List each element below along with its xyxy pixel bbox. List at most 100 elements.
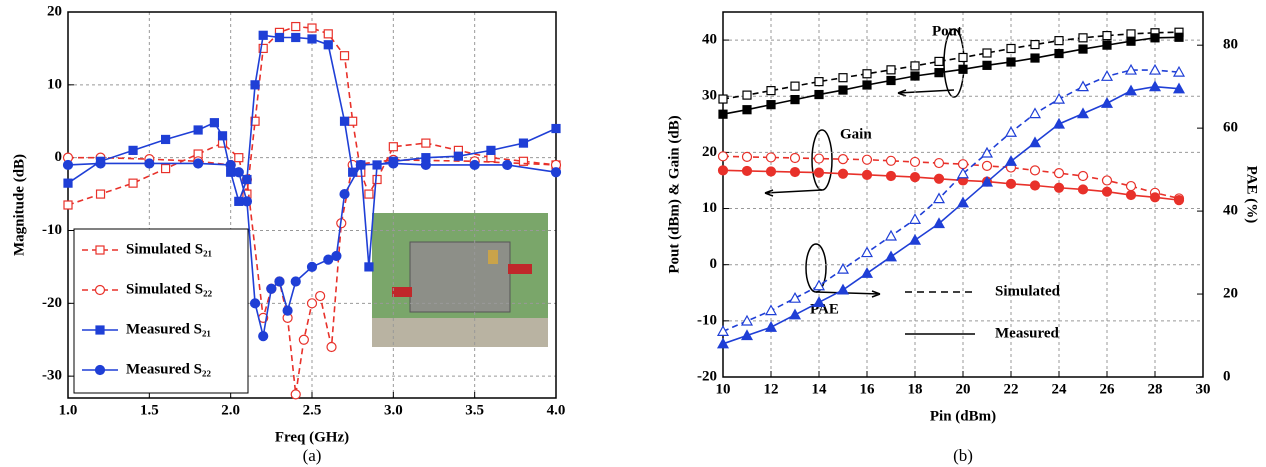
- x-tick-label: 1.0: [59, 402, 78, 418]
- y-tick-label: 10: [47, 76, 62, 92]
- y-axis-label: Pout (dBm) & Gain (dB): [666, 115, 682, 273]
- marker: [1149, 192, 1161, 203]
- marker: [1077, 184, 1089, 195]
- marker: [982, 48, 992, 58]
- marker: [1100, 70, 1114, 81]
- marker: [323, 40, 333, 50]
- x-tick-label: 16: [860, 381, 876, 397]
- y2-tick-label: 60: [1223, 120, 1238, 136]
- marker: [95, 158, 106, 169]
- legend-label: Measured S₂₁: [126, 321, 211, 337]
- marker: [63, 178, 73, 188]
- marker: [282, 305, 293, 316]
- series-line: [722, 69, 1180, 333]
- legend-label: Simulated: [995, 283, 1061, 299]
- marker: [372, 174, 382, 185]
- marker: [1030, 39, 1040, 50]
- marker: [291, 21, 301, 32]
- marker: [740, 329, 754, 341]
- marker: [1102, 40, 1112, 50]
- marker: [1101, 175, 1113, 186]
- marker: [910, 71, 920, 81]
- marker: [388, 142, 398, 152]
- x-axis-label: Freq (GHz): [275, 429, 349, 445]
- marker: [234, 196, 244, 206]
- x-tick-label: 4.0: [547, 402, 566, 418]
- marker: [741, 165, 753, 177]
- marker: [1028, 136, 1042, 148]
- marker: [63, 200, 73, 210]
- marker: [1124, 84, 1138, 96]
- marker: [958, 64, 968, 74]
- y-tick-label: -20: [697, 368, 717, 384]
- marker: [884, 250, 898, 262]
- marker: [838, 85, 848, 95]
- marker: [861, 154, 873, 165]
- annotation-shapes: [764, 28, 965, 298]
- marker: [982, 60, 992, 70]
- marker: [62, 159, 74, 171]
- marker: [551, 123, 561, 134]
- x-tick-label: 10: [716, 381, 731, 397]
- x-tick-label: 20: [956, 381, 971, 397]
- photo-connector: [392, 287, 412, 297]
- x-tick-label: 12: [764, 381, 779, 397]
- ellipse: [805, 243, 827, 293]
- marker: [1030, 53, 1040, 63]
- x-tick-label: 3.0: [384, 402, 403, 418]
- marker: [788, 308, 802, 320]
- marker: [217, 131, 228, 141]
- marker: [742, 105, 752, 115]
- marker: [837, 168, 849, 179]
- marker: [234, 153, 244, 163]
- marker: [128, 145, 138, 155]
- marker: [766, 100, 776, 110]
- marker: [790, 81, 800, 91]
- plot-frame: [722, 11, 1204, 378]
- marker: [933, 173, 945, 184]
- legend-label: Simulated S₂₁: [126, 241, 212, 257]
- marker: [306, 261, 318, 273]
- marker: [742, 90, 752, 100]
- x-tick-label: 1.5: [140, 402, 159, 418]
- marker: [258, 330, 269, 342]
- marker: [339, 51, 350, 61]
- marker: [717, 151, 729, 162]
- marker: [323, 254, 334, 265]
- y2-tick-label: 40: [1223, 203, 1238, 219]
- x-axis-label: Pin (dBm): [930, 408, 996, 424]
- y-tick-label: 0: [710, 256, 718, 272]
- marker: [274, 32, 285, 43]
- marker: [290, 389, 301, 400]
- marker: [885, 155, 897, 166]
- marker: [241, 196, 253, 207]
- marker: [741, 151, 753, 162]
- marker: [250, 116, 260, 126]
- marker: [1076, 80, 1090, 92]
- marker: [193, 158, 204, 169]
- marker: [718, 94, 728, 104]
- y-tick-label: 0: [55, 149, 63, 165]
- marker: [550, 167, 562, 178]
- marker: [716, 337, 730, 349]
- marker: [420, 159, 431, 171]
- marker: [1125, 180, 1137, 192]
- arrow: [764, 189, 823, 197]
- marker: [326, 341, 337, 353]
- marker: [981, 160, 993, 171]
- marker: [95, 189, 106, 199]
- marker: [909, 156, 921, 168]
- x-tick-label: 2.5: [303, 402, 322, 418]
- marker: [788, 291, 802, 303]
- arrow: [897, 89, 955, 97]
- y2-tick-label: 0: [1223, 368, 1231, 384]
- series-line: [68, 156, 557, 395]
- marker: [1004, 155, 1018, 166]
- marker: [258, 30, 268, 40]
- y2-axis-label: PAE (%): [1244, 166, 1260, 224]
- marker: [1174, 32, 1184, 42]
- marker: [486, 145, 496, 155]
- marker: [1126, 36, 1136, 46]
- marker: [1172, 65, 1186, 77]
